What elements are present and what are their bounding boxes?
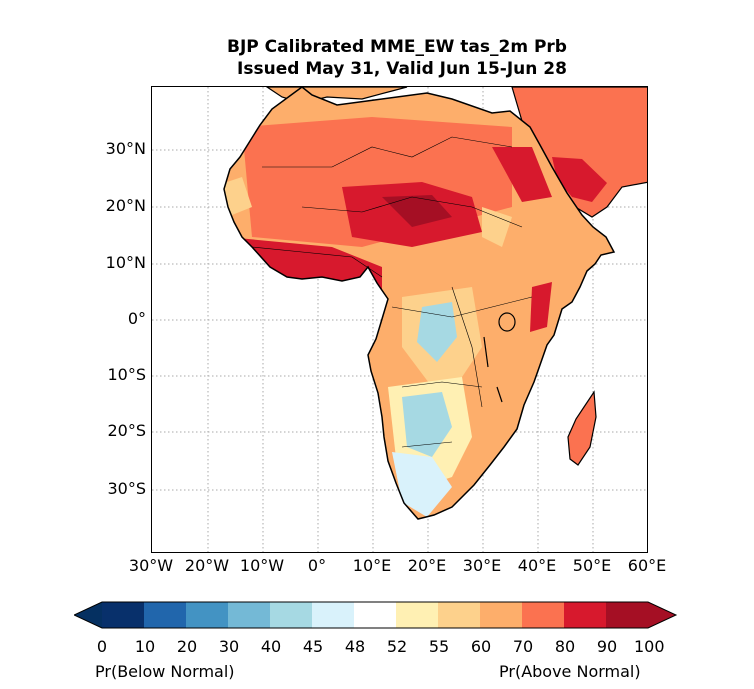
colorbar-segment [312,602,354,628]
colorbar-segment [186,602,228,628]
colorbar-tick: 55 [428,637,450,656]
arabian-hotspot [552,157,607,202]
colorbar-segment [480,602,522,628]
colorbar-tick: 60 [470,637,492,656]
colorbar-segment [606,602,648,628]
lat-label-30s: 30°S [107,479,146,498]
colorbar-over-arrow [648,602,676,628]
lat-label-30n: 30°N [105,139,146,158]
lat-label-20n: 20°N [105,196,146,215]
chart-title-line2: Issued May 31, Valid Jun 15-Jun 28 [237,59,567,79]
madagascar [567,390,597,466]
colorbar-under-arrow [74,602,102,628]
africa-probability-map [152,87,647,552]
lat-label-0: 0° [127,309,146,328]
colorbar-segment [228,602,270,628]
colorbar-tick: 100 [634,637,665,656]
colorbar-tick: 48 [344,637,366,656]
lat-label-20s: 20°S [107,421,146,440]
lat-label-10n: 10°N [105,253,146,272]
colorbar [74,601,678,629]
lon-label-60e: 60°E [627,556,667,575]
chart-title-line1: BJP Calibrated MME_EW tas_2m Prb [227,37,567,57]
lon-label-10e: 10°E [352,556,392,575]
country-borders [251,136,533,448]
colorbar-segment [564,602,606,628]
colorbar-tick: 80 [554,637,576,656]
lon-label-40e: 40°E [517,556,557,575]
colorbar-segment [396,602,438,628]
lon-label-50e: 50°E [572,556,612,575]
lakes [483,312,516,403]
colorbar-tick: 70 [512,637,534,656]
colorbar-tick: 10 [134,637,156,656]
colorbar-segment [354,602,396,628]
colorbar-right-label: Pr(Above Normal) [499,662,641,681]
lon-label-0: 0° [307,556,327,575]
lon-label-10w: 10°W [239,556,285,575]
colorbar-tick: 20 [176,637,198,656]
map-panel [151,86,648,553]
lon-label-30w: 30°W [128,556,174,575]
colorbar-tick: 90 [596,637,618,656]
colorbar-tick: 40 [260,637,282,656]
colorbar-segment [102,602,144,628]
colorbar-left-label: Pr(Below Normal) [95,662,235,681]
lon-label-20w: 20°W [184,556,230,575]
lon-label-30e: 30°E [462,556,502,575]
lon-label-20e: 20°E [407,556,447,575]
colorbar-outline [74,601,678,629]
colorbar-segment [144,602,186,628]
colorbar-segment [522,602,564,628]
colorbar-tick: 52 [386,637,408,656]
colorbar-segment [270,602,312,628]
lat-label-10s: 10°S [107,365,146,384]
colorbar-tick: 30 [218,637,240,656]
colorbar-segment [438,602,480,628]
colorbar-tick: 0 [96,637,108,656]
colorbar-tick: 45 [302,637,324,656]
